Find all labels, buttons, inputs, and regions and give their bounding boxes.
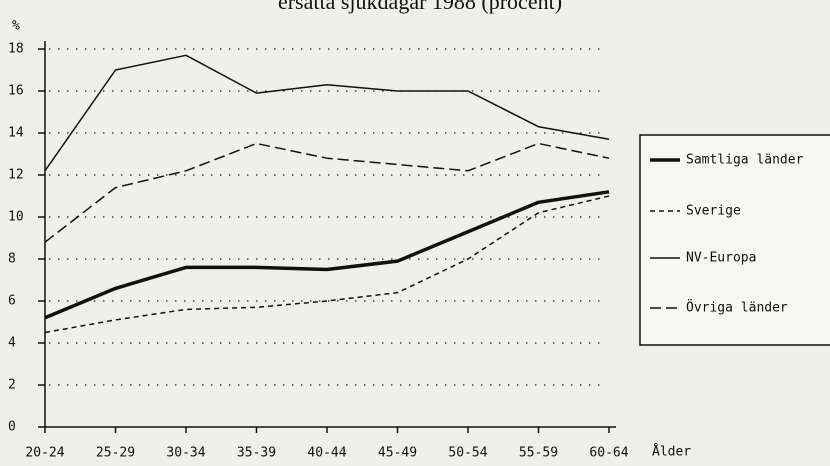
- legend-box: [639, 134, 830, 346]
- x-tick-label: 20-24: [25, 446, 64, 461]
- series-line: [44, 142, 610, 243]
- y-tick-label: 10: [8, 210, 24, 225]
- y-tick-label: 8: [8, 252, 16, 267]
- y-tick-label: 16: [8, 84, 24, 99]
- legend-label: NV-Europa: [686, 251, 756, 266]
- y-tick-label: 0: [8, 420, 16, 435]
- x-tick-label: 55-59: [519, 446, 558, 461]
- legend-label: Samtliga länder: [686, 153, 804, 168]
- y-tick-label: 18: [8, 42, 24, 57]
- series-line: [44, 195, 610, 334]
- y-axis-label: %: [12, 19, 20, 34]
- series-line: [44, 54, 610, 172]
- y-tick-label: 12: [8, 168, 24, 183]
- legend-label: Sverige: [686, 204, 741, 219]
- x-tick-label: 50-54: [448, 446, 487, 461]
- x-axis-label: Ålder: [652, 444, 691, 460]
- y-tick-label: 14: [8, 126, 24, 141]
- x-tick-label: 45-49: [378, 446, 417, 461]
- y-tick-label: 2: [8, 378, 16, 393]
- chart-title: ersatta sjukdagar 1988 (procent): [278, 0, 562, 14]
- x-tick-label: 35-39: [237, 446, 276, 461]
- y-tick-label: 6: [8, 294, 16, 309]
- legend-label: Övriga länder: [686, 299, 788, 316]
- x-tick-label: 25-29: [96, 446, 135, 461]
- x-tick-label: 30-34: [166, 446, 205, 461]
- series-line: [44, 190, 610, 320]
- y-tick-label: 4: [8, 336, 16, 351]
- x-tick-label: 60-64: [589, 446, 628, 461]
- x-tick-label: 40-44: [307, 446, 346, 461]
